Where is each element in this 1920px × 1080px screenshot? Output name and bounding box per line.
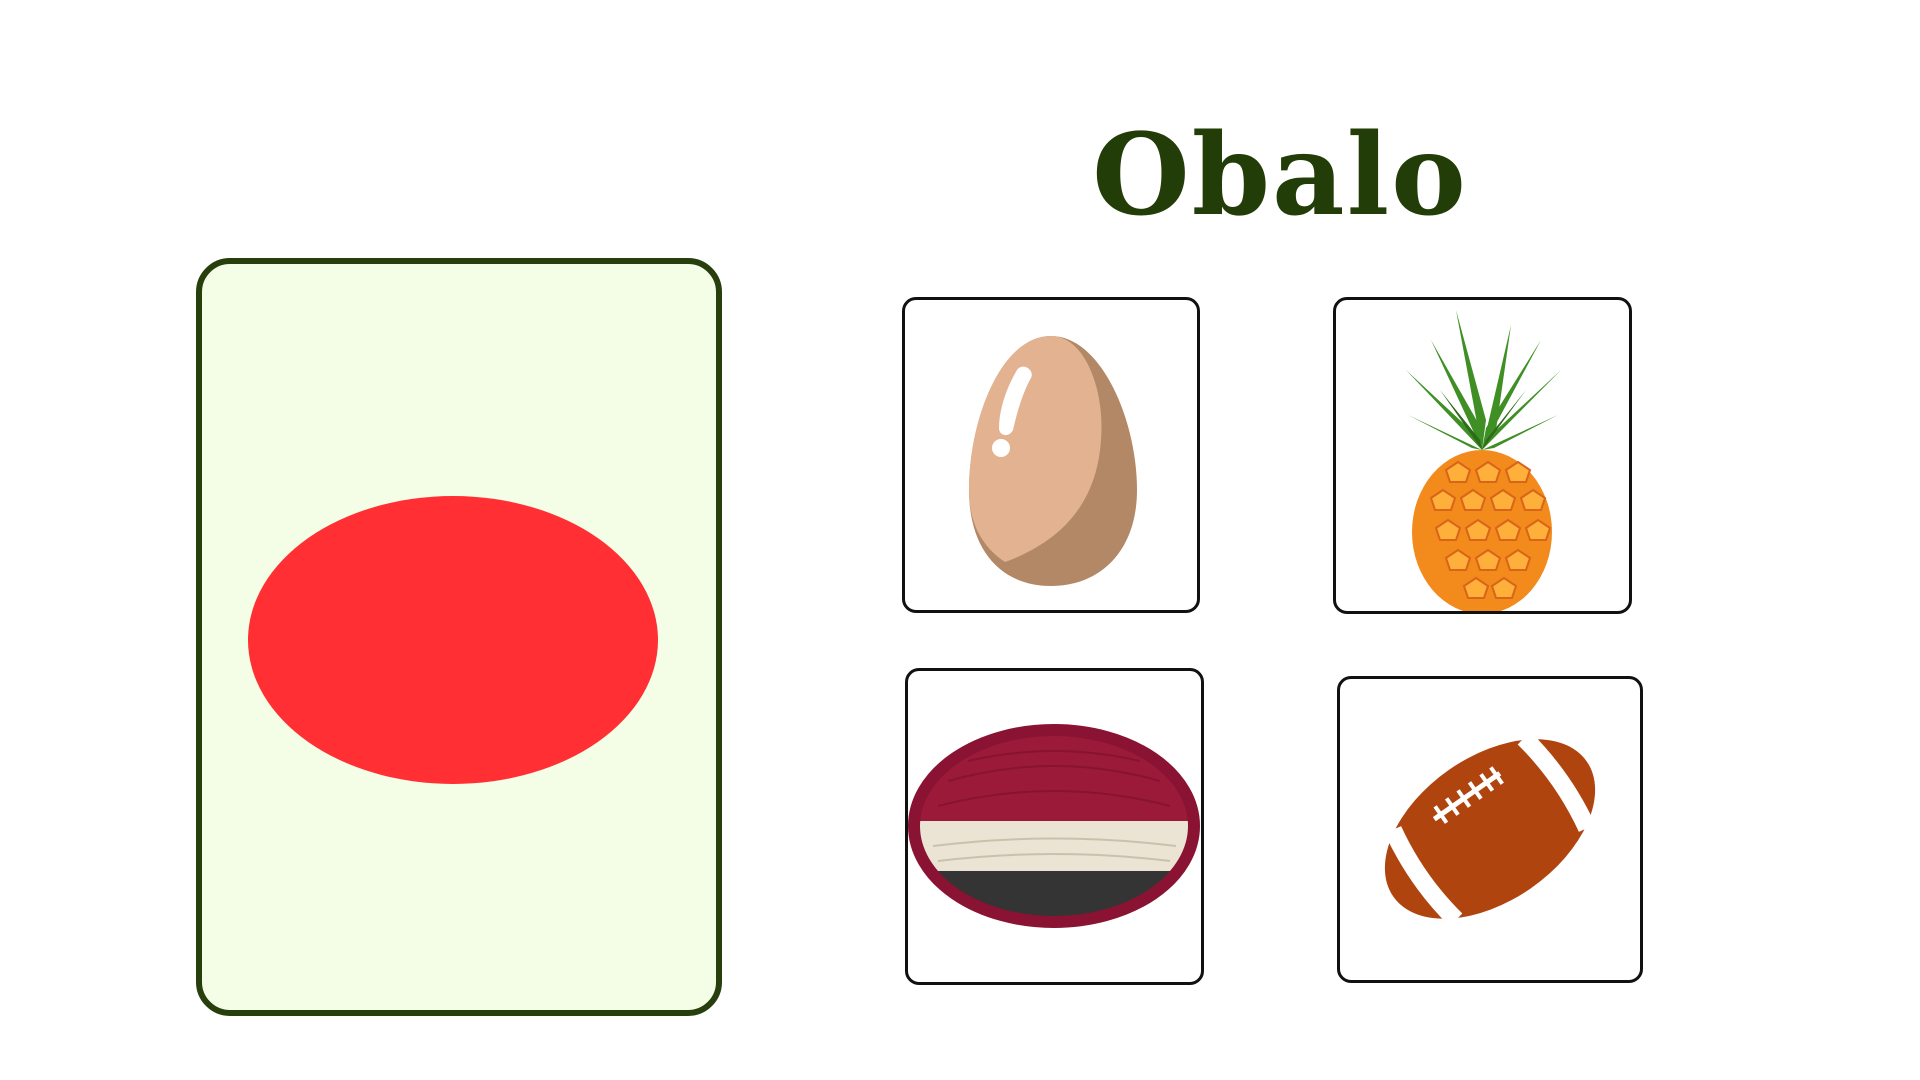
page-title: Obalo bbox=[1092, 110, 1468, 241]
target-shape-canvas bbox=[248, 496, 658, 784]
oval-cushion-icon bbox=[908, 724, 1200, 928]
target-shape-card bbox=[196, 258, 722, 1016]
option-pineapple[interactable] bbox=[1333, 297, 1632, 614]
pineapple-icon bbox=[1406, 310, 1561, 611]
red-oval-shape bbox=[248, 496, 658, 784]
american-football-icon bbox=[1384, 731, 1596, 927]
option-cushion[interactable] bbox=[905, 668, 1204, 985]
option-football[interactable] bbox=[1337, 676, 1643, 983]
option-egg[interactable] bbox=[902, 297, 1200, 613]
egg-icon bbox=[969, 336, 1137, 586]
